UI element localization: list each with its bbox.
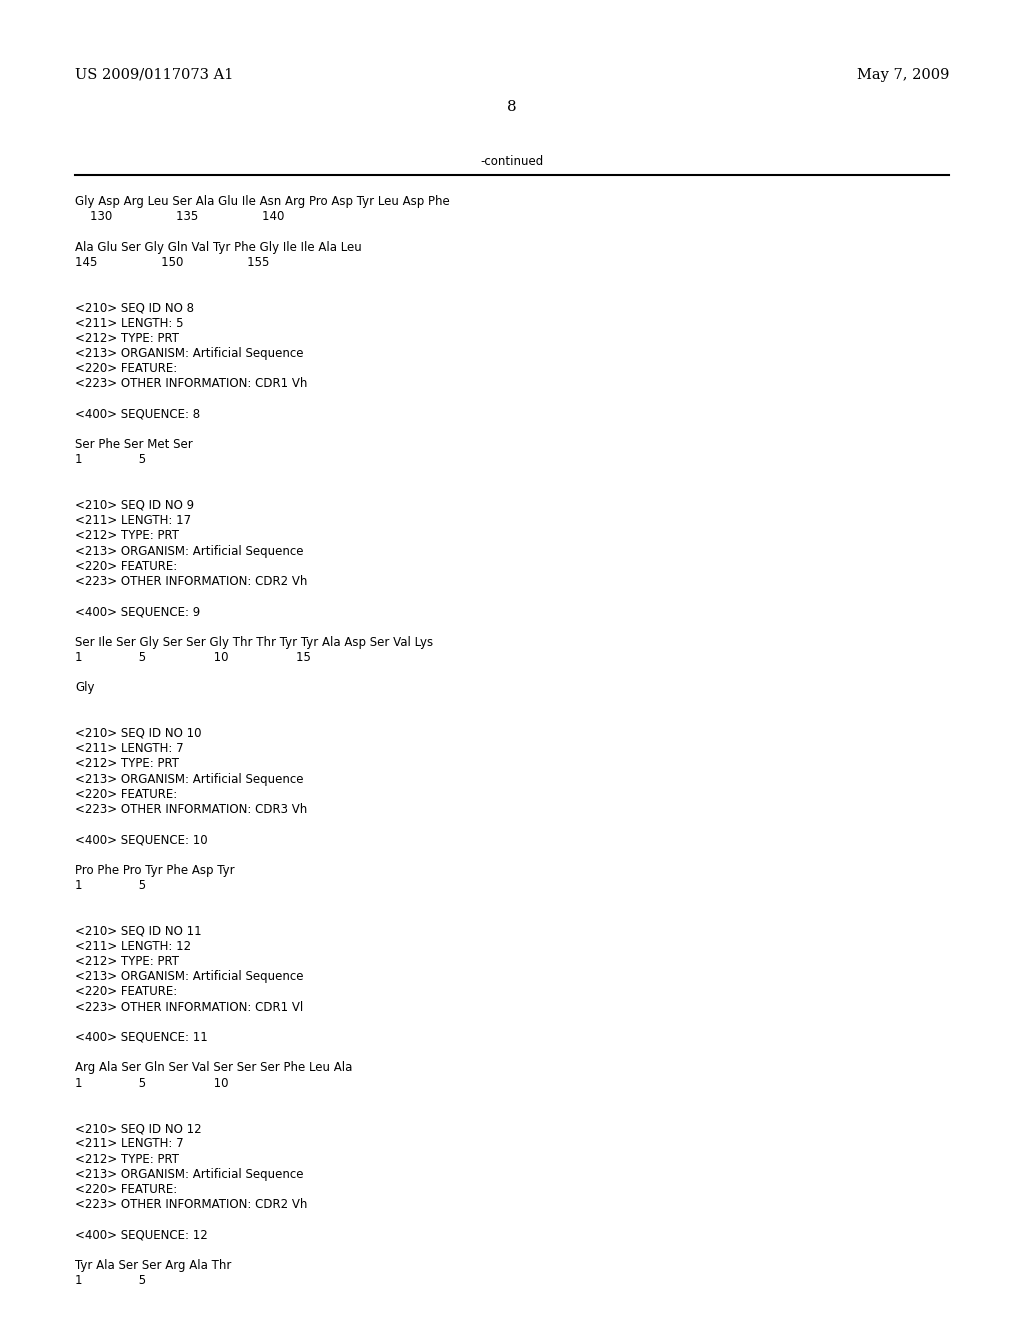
- Text: <223> OTHER INFORMATION: CDR1 Vh: <223> OTHER INFORMATION: CDR1 Vh: [75, 378, 307, 391]
- Text: <211> LENGTH: 17: <211> LENGTH: 17: [75, 515, 191, 527]
- Text: <220> FEATURE:: <220> FEATURE:: [75, 560, 177, 573]
- Text: <223> OTHER INFORMATION: CDR1 Vl: <223> OTHER INFORMATION: CDR1 Vl: [75, 1001, 303, 1014]
- Text: Arg Ala Ser Gln Ser Val Ser Ser Ser Phe Leu Ala: Arg Ala Ser Gln Ser Val Ser Ser Ser Phe …: [75, 1061, 352, 1074]
- Text: Ser Ile Ser Gly Ser Ser Gly Thr Thr Tyr Tyr Ala Asp Ser Val Lys: Ser Ile Ser Gly Ser Ser Gly Thr Thr Tyr …: [75, 636, 433, 649]
- Text: Tyr Ala Ser Ser Arg Ala Thr: Tyr Ala Ser Ser Arg Ala Thr: [75, 1259, 231, 1272]
- Text: <213> ORGANISM: Artificial Sequence: <213> ORGANISM: Artificial Sequence: [75, 772, 303, 785]
- Text: <223> OTHER INFORMATION: CDR2 Vh: <223> OTHER INFORMATION: CDR2 Vh: [75, 576, 307, 587]
- Text: <211> LENGTH: 7: <211> LENGTH: 7: [75, 1138, 183, 1151]
- Text: <213> ORGANISM: Artificial Sequence: <213> ORGANISM: Artificial Sequence: [75, 545, 303, 557]
- Text: <400> SEQUENCE: 8: <400> SEQUENCE: 8: [75, 408, 200, 421]
- Text: 1               5: 1 5: [75, 453, 146, 466]
- Text: 1               5: 1 5: [75, 879, 146, 892]
- Text: <211> LENGTH: 12: <211> LENGTH: 12: [75, 940, 191, 953]
- Text: <212> TYPE: PRT: <212> TYPE: PRT: [75, 331, 179, 345]
- Text: -continued: -continued: [480, 154, 544, 168]
- Text: Ser Phe Ser Met Ser: Ser Phe Ser Met Ser: [75, 438, 193, 451]
- Text: <220> FEATURE:: <220> FEATURE:: [75, 362, 177, 375]
- Text: <400> SEQUENCE: 11: <400> SEQUENCE: 11: [75, 1031, 208, 1044]
- Text: <212> TYPE: PRT: <212> TYPE: PRT: [75, 758, 179, 771]
- Text: <220> FEATURE:: <220> FEATURE:: [75, 788, 177, 801]
- Text: <223> OTHER INFORMATION: CDR3 Vh: <223> OTHER INFORMATION: CDR3 Vh: [75, 803, 307, 816]
- Text: Pro Phe Pro Tyr Phe Asp Tyr: Pro Phe Pro Tyr Phe Asp Tyr: [75, 863, 234, 876]
- Text: <220> FEATURE:: <220> FEATURE:: [75, 1183, 177, 1196]
- Text: Gly Asp Arg Leu Ser Ala Glu Ile Asn Arg Pro Asp Tyr Leu Asp Phe: Gly Asp Arg Leu Ser Ala Glu Ile Asn Arg …: [75, 195, 450, 209]
- Text: <212> TYPE: PRT: <212> TYPE: PRT: [75, 954, 179, 968]
- Text: <213> ORGANISM: Artificial Sequence: <213> ORGANISM: Artificial Sequence: [75, 1168, 303, 1181]
- Text: 1               5: 1 5: [75, 1274, 146, 1287]
- Text: 1               5                  10                  15: 1 5 10 15: [75, 651, 311, 664]
- Text: Ala Glu Ser Gly Gln Val Tyr Phe Gly Ile Ile Ala Leu: Ala Glu Ser Gly Gln Val Tyr Phe Gly Ile …: [75, 240, 361, 253]
- Text: <210> SEQ ID NO 8: <210> SEQ ID NO 8: [75, 301, 194, 314]
- Text: <223> OTHER INFORMATION: CDR2 Vh: <223> OTHER INFORMATION: CDR2 Vh: [75, 1199, 307, 1212]
- Text: <212> TYPE: PRT: <212> TYPE: PRT: [75, 1152, 179, 1166]
- Text: May 7, 2009: May 7, 2009: [857, 69, 949, 82]
- Text: 130                 135                 140: 130 135 140: [75, 210, 285, 223]
- Text: <211> LENGTH: 5: <211> LENGTH: 5: [75, 317, 183, 330]
- Text: <210> SEQ ID NO 12: <210> SEQ ID NO 12: [75, 1122, 202, 1135]
- Text: <210> SEQ ID NO 9: <210> SEQ ID NO 9: [75, 499, 195, 512]
- Text: <210> SEQ ID NO 11: <210> SEQ ID NO 11: [75, 924, 202, 937]
- Text: <211> LENGTH: 7: <211> LENGTH: 7: [75, 742, 183, 755]
- Text: <400> SEQUENCE: 12: <400> SEQUENCE: 12: [75, 1229, 208, 1242]
- Text: Gly: Gly: [75, 681, 94, 694]
- Text: US 2009/0117073 A1: US 2009/0117073 A1: [75, 69, 233, 82]
- Text: <400> SEQUENCE: 9: <400> SEQUENCE: 9: [75, 606, 201, 618]
- Text: 8: 8: [507, 100, 517, 114]
- Text: <213> ORGANISM: Artificial Sequence: <213> ORGANISM: Artificial Sequence: [75, 970, 303, 983]
- Text: <400> SEQUENCE: 10: <400> SEQUENCE: 10: [75, 833, 208, 846]
- Text: 145                 150                 155: 145 150 155: [75, 256, 269, 269]
- Text: <212> TYPE: PRT: <212> TYPE: PRT: [75, 529, 179, 543]
- Text: <210> SEQ ID NO 10: <210> SEQ ID NO 10: [75, 727, 202, 741]
- Text: <220> FEATURE:: <220> FEATURE:: [75, 986, 177, 998]
- Text: 1               5                  10: 1 5 10: [75, 1077, 228, 1089]
- Text: <213> ORGANISM: Artificial Sequence: <213> ORGANISM: Artificial Sequence: [75, 347, 303, 360]
